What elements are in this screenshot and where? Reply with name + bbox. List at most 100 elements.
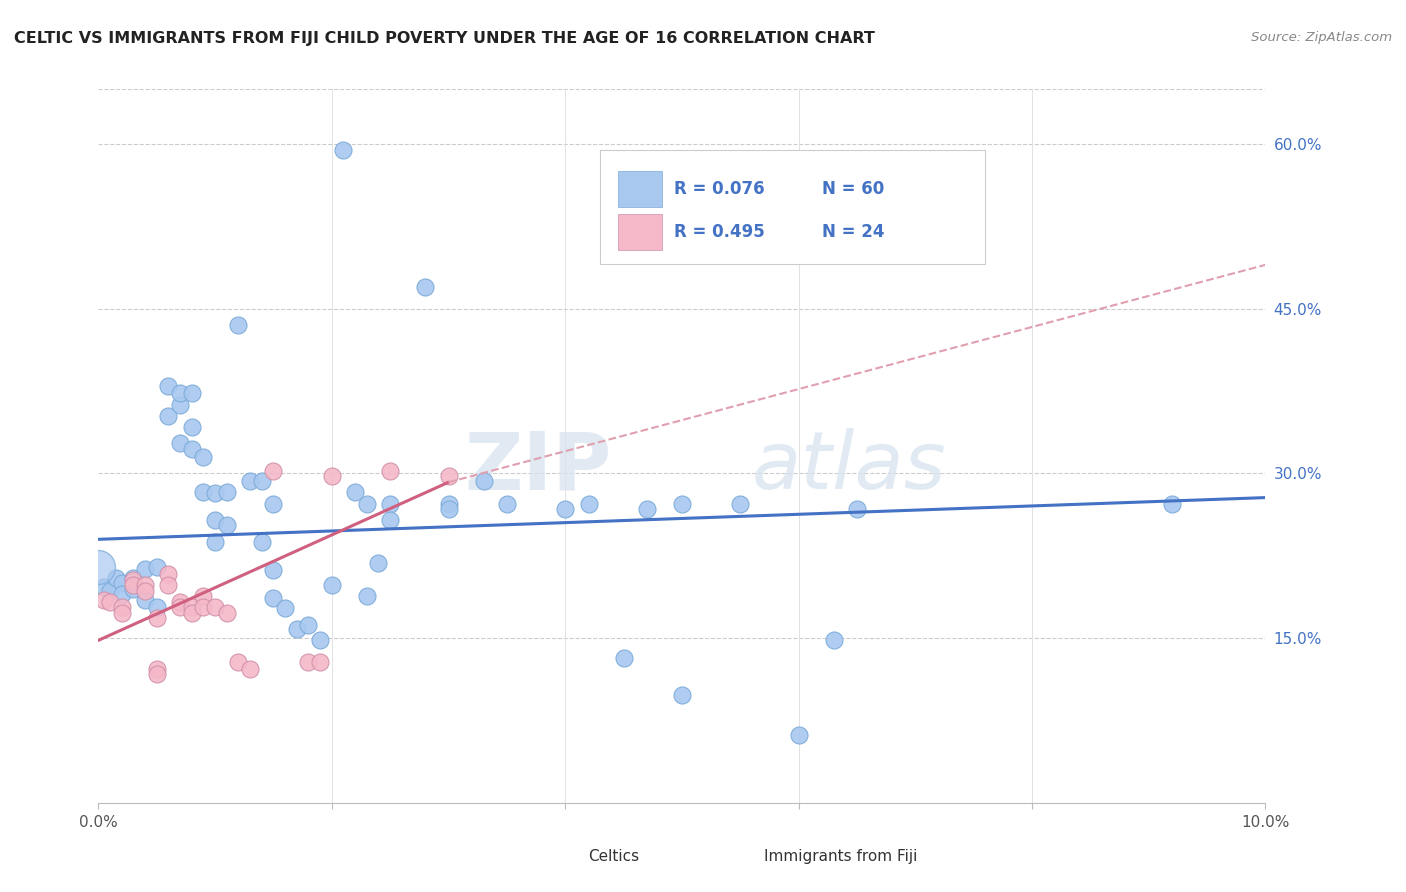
Point — [122, 578, 145, 592]
Point — [134, 583, 156, 598]
Point — [204, 534, 226, 549]
Point — [98, 583, 121, 598]
Text: Immigrants from Fiji: Immigrants from Fiji — [763, 849, 917, 863]
Point — [122, 573, 145, 587]
Point — [146, 559, 169, 574]
Point — [193, 600, 215, 615]
Point — [285, 623, 308, 637]
Point — [636, 501, 658, 516]
Point — [87, 559, 110, 574]
Point — [274, 601, 297, 615]
Point — [215, 485, 238, 500]
Point — [671, 688, 693, 702]
FancyBboxPatch shape — [617, 171, 662, 207]
Point — [193, 450, 215, 464]
Point — [250, 474, 273, 488]
Point — [228, 318, 250, 333]
Point — [134, 562, 156, 576]
Point — [180, 420, 202, 434]
Point — [111, 606, 134, 620]
Text: R = 0.495: R = 0.495 — [673, 223, 765, 241]
Point — [356, 590, 378, 604]
Text: N = 60: N = 60 — [823, 180, 884, 198]
Point — [169, 398, 191, 412]
Point — [169, 386, 191, 401]
Point — [146, 667, 169, 681]
Point — [730, 497, 752, 511]
Point — [297, 618, 319, 632]
Point — [193, 485, 215, 500]
FancyBboxPatch shape — [617, 214, 662, 250]
Point — [215, 606, 238, 620]
Point — [262, 464, 284, 478]
Point — [437, 497, 460, 511]
Point — [134, 592, 156, 607]
Point — [98, 595, 121, 609]
Point — [309, 655, 332, 669]
Point — [823, 633, 845, 648]
Point — [321, 468, 343, 483]
Point — [612, 651, 634, 665]
Point — [93, 592, 115, 607]
Point — [413, 280, 436, 294]
Point — [111, 587, 134, 601]
Point — [380, 497, 402, 511]
Point — [787, 728, 810, 742]
Text: atlas: atlas — [752, 428, 946, 507]
Point — [169, 600, 191, 615]
Point — [578, 497, 600, 511]
Point — [262, 563, 284, 577]
Point — [250, 534, 273, 549]
Point — [332, 143, 354, 157]
Point — [309, 633, 332, 648]
Point — [180, 442, 202, 457]
Point — [239, 662, 262, 676]
Point — [193, 590, 215, 604]
Point — [846, 501, 869, 516]
Point — [93, 580, 115, 594]
Text: R = 0.076: R = 0.076 — [673, 180, 765, 198]
Point — [157, 409, 180, 424]
Point — [134, 578, 156, 592]
Point — [180, 606, 202, 620]
Point — [111, 600, 134, 615]
Point — [180, 386, 202, 401]
Point — [146, 600, 169, 615]
Point — [262, 591, 284, 605]
Point — [472, 474, 495, 488]
Point — [146, 662, 169, 676]
Point — [321, 578, 343, 592]
Point — [169, 595, 191, 609]
Point — [111, 576, 134, 591]
Point — [157, 378, 180, 392]
Point — [671, 497, 693, 511]
Point — [239, 474, 262, 488]
Text: Celtics: Celtics — [589, 849, 640, 863]
Text: N = 24: N = 24 — [823, 223, 884, 241]
Point — [437, 501, 460, 516]
Point — [215, 518, 238, 533]
Point — [437, 468, 460, 483]
Point — [380, 464, 402, 478]
Point — [356, 497, 378, 511]
Point — [204, 486, 226, 500]
Text: Source: ZipAtlas.com: Source: ZipAtlas.com — [1251, 31, 1392, 45]
FancyBboxPatch shape — [600, 150, 986, 264]
Point — [204, 600, 226, 615]
Point — [297, 655, 319, 669]
Point — [262, 497, 284, 511]
Point — [367, 557, 389, 571]
Point — [180, 600, 202, 615]
Point — [122, 582, 145, 596]
Point — [496, 497, 519, 511]
Point — [344, 485, 367, 500]
Point — [146, 611, 169, 625]
Point — [157, 567, 180, 582]
FancyBboxPatch shape — [541, 846, 575, 867]
Point — [554, 501, 576, 516]
Point — [104, 571, 127, 585]
Point — [169, 435, 191, 450]
FancyBboxPatch shape — [723, 846, 755, 867]
Point — [228, 655, 250, 669]
Text: ZIP: ZIP — [464, 428, 612, 507]
